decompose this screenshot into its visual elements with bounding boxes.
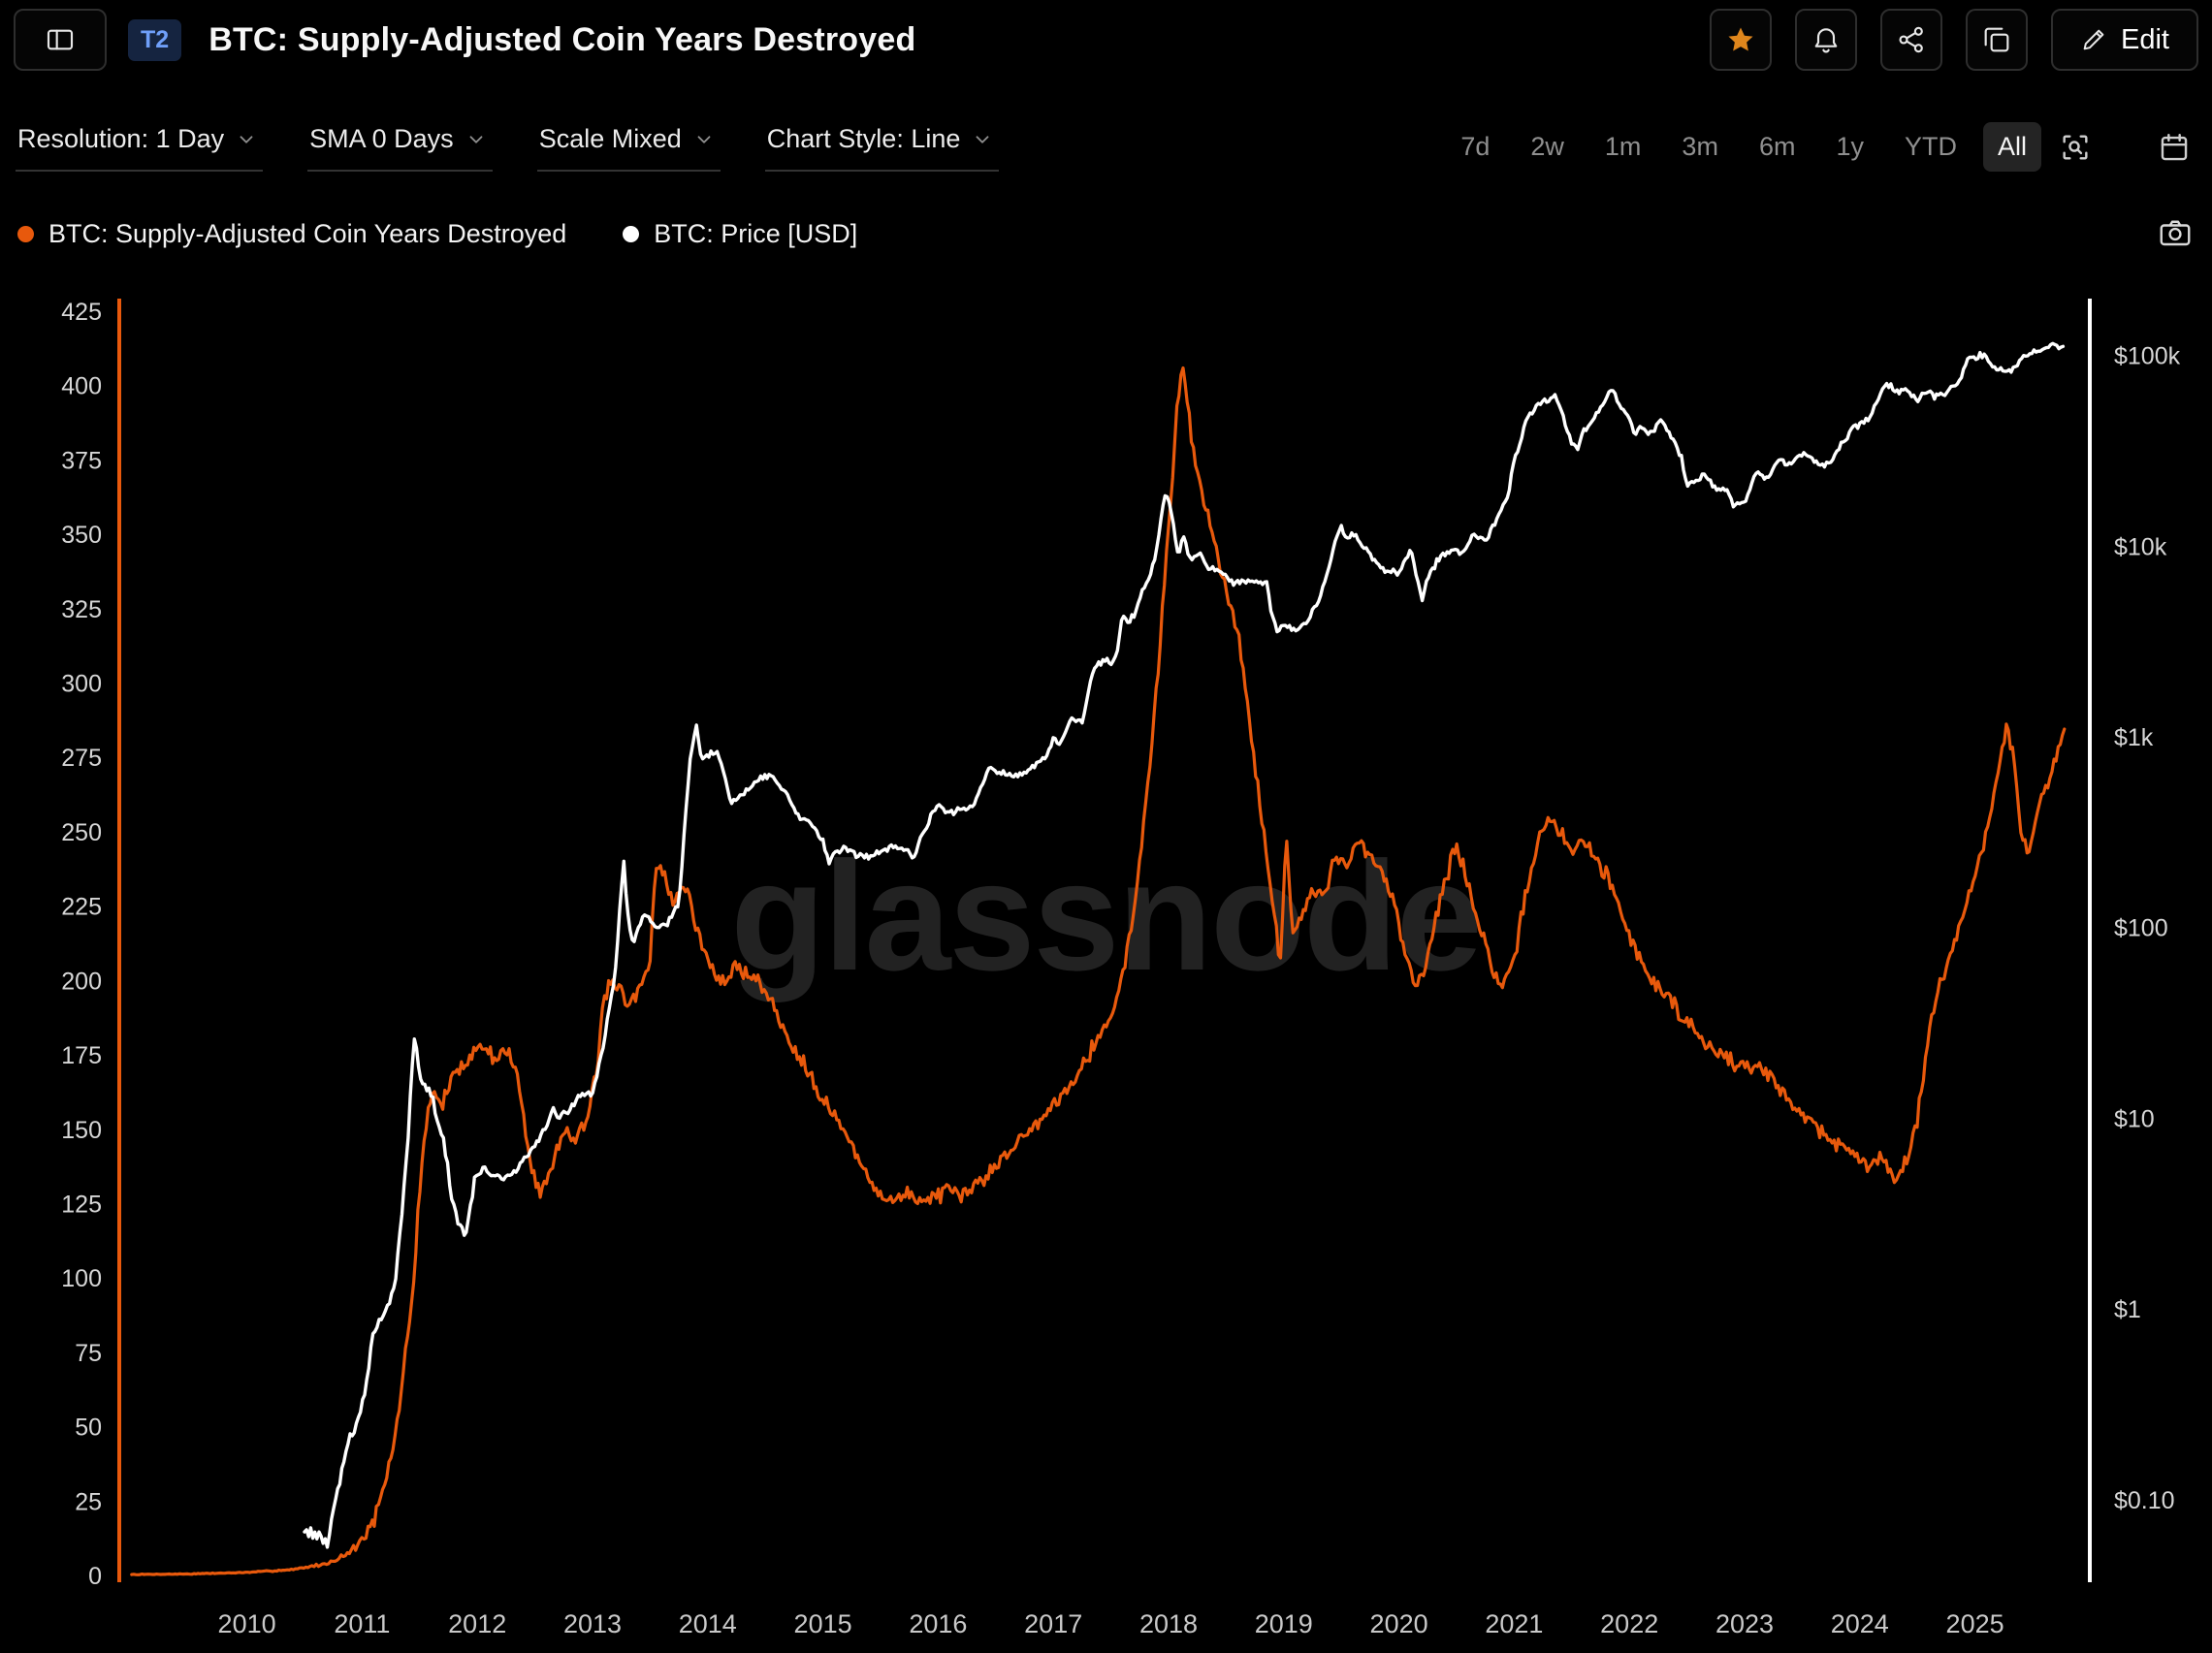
left-axis-tick-label: 225: [61, 894, 102, 921]
screenshot-button[interactable]: [2154, 211, 2196, 257]
header-bar: T2 BTC: Supply-Adjusted Coin Years Destr…: [14, 8, 2198, 72]
right-axis-tick-label: $100: [2114, 915, 2168, 942]
zoom-area-icon: [2063, 134, 2088, 160]
sma-dropdown-label: SMA 0 Days: [309, 124, 454, 153]
scale-dropdown-label: Scale Mixed: [538, 124, 682, 153]
series-price-line: [303, 341, 2066, 1549]
range-ytd-button[interactable]: YTD: [1890, 122, 1972, 172]
edit-button[interactable]: Edit: [2051, 9, 2198, 71]
star-icon: [1728, 27, 1753, 51]
chart-settings: Resolution: 1 Day SMA 0 Days Scale Mixed…: [16, 120, 1000, 172]
x-axis-tick-label: 2012: [448, 1609, 506, 1638]
range-3m-button[interactable]: 3m: [1667, 122, 1733, 172]
chevron-down-icon: [240, 135, 253, 143]
x-axis-tick-label: 2023: [1715, 1609, 1774, 1638]
left-axis-tick-label: 125: [61, 1191, 102, 1218]
copy-button[interactable]: [1966, 9, 2029, 71]
x-axis-tick-label: 2018: [1139, 1609, 1198, 1638]
left-axis-tick-label: 75: [75, 1340, 102, 1367]
range-1m-button[interactable]: 1m: [1590, 122, 1656, 172]
legend-label-cyd: BTC: Supply-Adjusted Coin Years Destroye…: [48, 219, 567, 248]
sidebar-toggle-icon: [47, 29, 74, 50]
legend-swatch-price: [623, 226, 640, 242]
bell-icon: [1814, 28, 1838, 53]
left-axis-tick-label: 0: [88, 1563, 102, 1590]
notifications-button[interactable]: [1795, 9, 1858, 71]
left-axis-tick-label: 325: [61, 596, 102, 623]
share-button[interactable]: [1880, 9, 1943, 71]
scale-dropdown[interactable]: Scale Mixed: [536, 120, 721, 172]
range-6m-button[interactable]: 6m: [1745, 122, 1811, 172]
star-icon-shape: [1728, 27, 1753, 51]
range-1y-button[interactable]: 1y: [1821, 122, 1878, 172]
left-axis-tick-label: 200: [61, 968, 102, 995]
left-axis-tick-label: 400: [61, 373, 102, 400]
left-axis-tick-label: 250: [61, 819, 102, 846]
chart-style-dropdown-label: Chart Style: Line: [766, 124, 961, 153]
left-axis-tick-label: 175: [61, 1042, 102, 1069]
right-axis-tick-label: $10: [2114, 1105, 2155, 1132]
left-axis-tick-label: 275: [61, 745, 102, 772]
copy-icon: [1984, 27, 2009, 52]
chevron-down-icon: [976, 135, 989, 143]
x-axis-tick-label: 2015: [794, 1609, 852, 1638]
left-axis-tick-label: 375: [61, 447, 102, 474]
pencil-icon: [2083, 29, 2104, 50]
resolution-dropdown[interactable]: Resolution: 1 Day: [16, 120, 264, 172]
left-axis-tick-label: 100: [61, 1265, 102, 1292]
zoom-area-button[interactable]: [2053, 125, 2098, 170]
left-axis-tick-label: 25: [75, 1488, 102, 1515]
favorite-button[interactable]: [1710, 9, 1773, 71]
x-axis-tick-label: 2025: [1946, 1609, 2004, 1638]
left-axis-tick-label: 150: [61, 1117, 102, 1144]
page-title: BTC: Supply-Adjusted Coin Years Destroye…: [208, 20, 916, 58]
series-cyd-line: [130, 366, 2067, 1576]
resolution-dropdown-label: Resolution: 1 Day: [17, 124, 225, 153]
x-axis-tick-label: 2013: [563, 1609, 622, 1638]
chart-legend: BTC: Supply-Adjusted Coin Years Destroye…: [17, 211, 2196, 257]
share-icon: [1899, 26, 1923, 53]
sidebar-toggle-button[interactable]: [14, 9, 107, 71]
legend-item-price[interactable]: BTC: Price [USD]: [623, 219, 857, 249]
x-axis-tick-label: 2010: [218, 1609, 276, 1638]
chevron-down-icon: [697, 135, 711, 143]
x-axis-tick-label: 2019: [1255, 1609, 1313, 1638]
range-7d-button[interactable]: 7d: [1446, 122, 1504, 172]
right-axis-tick-label: $1k: [2114, 724, 2154, 751]
chart-toolbar: Resolution: 1 Day SMA 0 Days Scale Mixed…: [16, 120, 2196, 172]
legend-item-cyd[interactable]: BTC: Supply-Adjusted Coin Years Destroye…: [17, 219, 566, 249]
calendar-button[interactable]: [2152, 125, 2196, 170]
left-axis-tick-label: 50: [75, 1415, 102, 1442]
right-axis-tick-label: $1: [2114, 1296, 2141, 1323]
camera-icon: [2160, 220, 2191, 246]
left-axis-tick-label: 350: [61, 522, 102, 549]
time-range-selector: 7d 2w 1m 3m 6m 1y YTD All: [1446, 120, 2196, 172]
left-axis-tick-label: 425: [61, 299, 102, 326]
x-axis-tick-label: 2022: [1600, 1609, 1658, 1638]
legend-label-price: BTC: Price [USD]: [654, 219, 858, 248]
left-axis-tick-label: 300: [61, 671, 102, 698]
x-axis-tick-label: 2014: [679, 1609, 737, 1638]
range-2w-button[interactable]: 2w: [1516, 122, 1579, 172]
tier-badge: T2: [128, 18, 182, 61]
x-axis-tick-label: 2024: [1831, 1609, 1889, 1638]
right-axis-tick-label: $100k: [2114, 343, 2181, 370]
chevron-down-icon: [469, 135, 483, 143]
right-axis-tick-label: $0.10: [2114, 1487, 2175, 1514]
edit-button-label: Edit: [2121, 23, 2169, 55]
x-axis-tick-label: 2021: [1485, 1609, 1543, 1638]
chart-style-dropdown[interactable]: Chart Style: Line: [764, 120, 1000, 172]
x-axis-tick-label: 2011: [334, 1609, 390, 1638]
range-all-button[interactable]: All: [1982, 122, 2041, 172]
legend-swatch-cyd: [17, 226, 34, 242]
x-axis-tick-label: 2017: [1024, 1609, 1082, 1638]
sma-dropdown[interactable]: SMA 0 Days: [307, 120, 493, 172]
right-axis-tick-label: $10k: [2114, 533, 2167, 560]
calendar-icon: [2161, 133, 2188, 160]
x-axis-tick-label: 2020: [1370, 1609, 1428, 1638]
x-axis-tick-label: 2016: [909, 1609, 967, 1638]
header-actions: Edit: [1710, 9, 2198, 71]
